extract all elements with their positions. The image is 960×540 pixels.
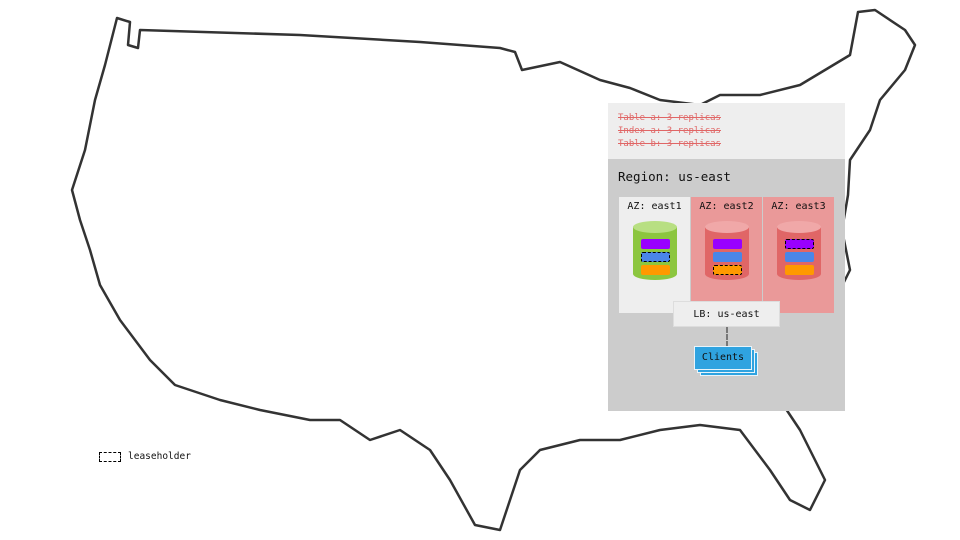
replica-note: Table a: 3 replicas <box>618 113 721 123</box>
zone-label: AZ: east2 <box>699 201 754 212</box>
database-cylinder-icon <box>633 221 677 286</box>
leaseholder-legend-swatch <box>99 452 121 462</box>
replica-note: Table b: 3 replicas <box>618 139 721 149</box>
range-replica <box>785 252 814 262</box>
zone-label: AZ: east1 <box>627 201 682 212</box>
leaseholder-range <box>641 252 670 262</box>
zone-label: AZ: east3 <box>771 201 826 212</box>
load-balancer: LB: us-east <box>673 301 780 327</box>
leaseholder-range <box>713 265 742 275</box>
legend-label: leaseholder <box>128 451 191 462</box>
range-replica <box>641 239 670 249</box>
availability-zone: AZ: east1 <box>619 197 690 313</box>
availability-zone: AZ: east2 <box>691 197 762 313</box>
lb-client-connector <box>726 327 728 347</box>
range-replica <box>641 265 670 275</box>
replica-note: Index a: 3 replicas <box>618 126 721 136</box>
replica-notes-box <box>608 103 845 159</box>
clients-box: Clients <box>694 346 752 370</box>
database-cylinder-icon <box>777 221 821 286</box>
range-replica <box>713 239 742 249</box>
availability-zone: AZ: east3 <box>763 197 834 313</box>
region-label: Region: us-east <box>618 169 731 184</box>
leaseholder-range <box>785 239 814 249</box>
range-replica <box>713 252 742 262</box>
range-replica <box>785 265 814 275</box>
database-cylinder-icon <box>705 221 749 286</box>
